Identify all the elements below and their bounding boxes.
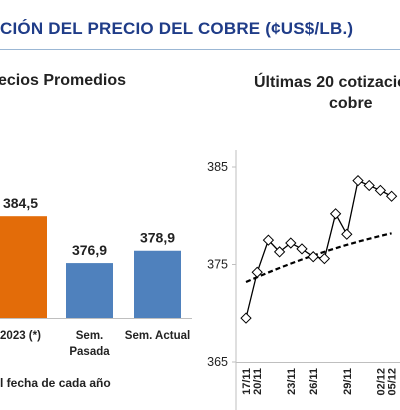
page-title: CIÓN DEL PRECIO DEL COBRE (¢US$/LB.) — [0, 19, 354, 38]
price-point — [341, 228, 353, 240]
bar — [134, 250, 181, 318]
y-tick-label: 375 — [207, 258, 228, 272]
bar-category-label: Sem. Actual — [125, 330, 190, 342]
price-series-line — [245, 179, 392, 319]
price-point — [307, 251, 319, 263]
y-tick-label: 385 — [207, 160, 228, 174]
header-divider — [0, 49, 400, 50]
line-chart-title-line1: Últimas 20 cotizacio — [254, 74, 400, 91]
line-chart-title-line2: cobre — [329, 95, 373, 112]
y-tick-label: 365 — [207, 355, 228, 369]
bar-value-label: 378,9 — [140, 230, 175, 246]
line-chart-title: Últimas 20 cotizacio cobre — [254, 72, 400, 114]
bar-category-label: Pasada — [69, 346, 110, 358]
trend-line — [245, 232, 392, 284]
price-point — [374, 184, 387, 197]
price-point — [352, 174, 364, 187]
price-point — [251, 266, 263, 278]
bar — [66, 263, 113, 318]
x-tick-label: 20/11 — [252, 368, 264, 395]
price-point — [329, 208, 342, 220]
price-point — [262, 234, 275, 246]
price-point — [318, 252, 331, 265]
x-tick-label: 23/11 — [286, 368, 298, 395]
x-tick-label: 26/11 — [308, 368, 320, 395]
bar-value-label: 384,5 — [3, 195, 38, 211]
price-point — [273, 246, 286, 258]
footnote: l fecha de cada año — [0, 376, 111, 390]
x-tick-label: 02/12 — [375, 368, 387, 396]
bar-chart-title: ecios Promedios — [0, 72, 127, 89]
price-point — [363, 179, 375, 192]
x-tick-label: 05/12 — [387, 368, 399, 396]
bar-category-label: 2023 (*) — [0, 330, 41, 342]
bar-category-label: Sem. — [76, 330, 104, 342]
bar-chart: 384,5 2023 (*) 376,9 Sem. Pasada 378,9 Sem. Ac… — [0, 195, 192, 358]
x-tick-label: 29/11 — [342, 368, 354, 395]
bar — [0, 216, 47, 318]
price-point — [385, 190, 398, 202]
price-point — [240, 312, 252, 324]
bar-value-label: 376,9 — [72, 242, 107, 258]
x-tick-label: 17/11 — [241, 368, 253, 395]
price-point — [285, 237, 297, 249]
price-point — [296, 243, 308, 255]
